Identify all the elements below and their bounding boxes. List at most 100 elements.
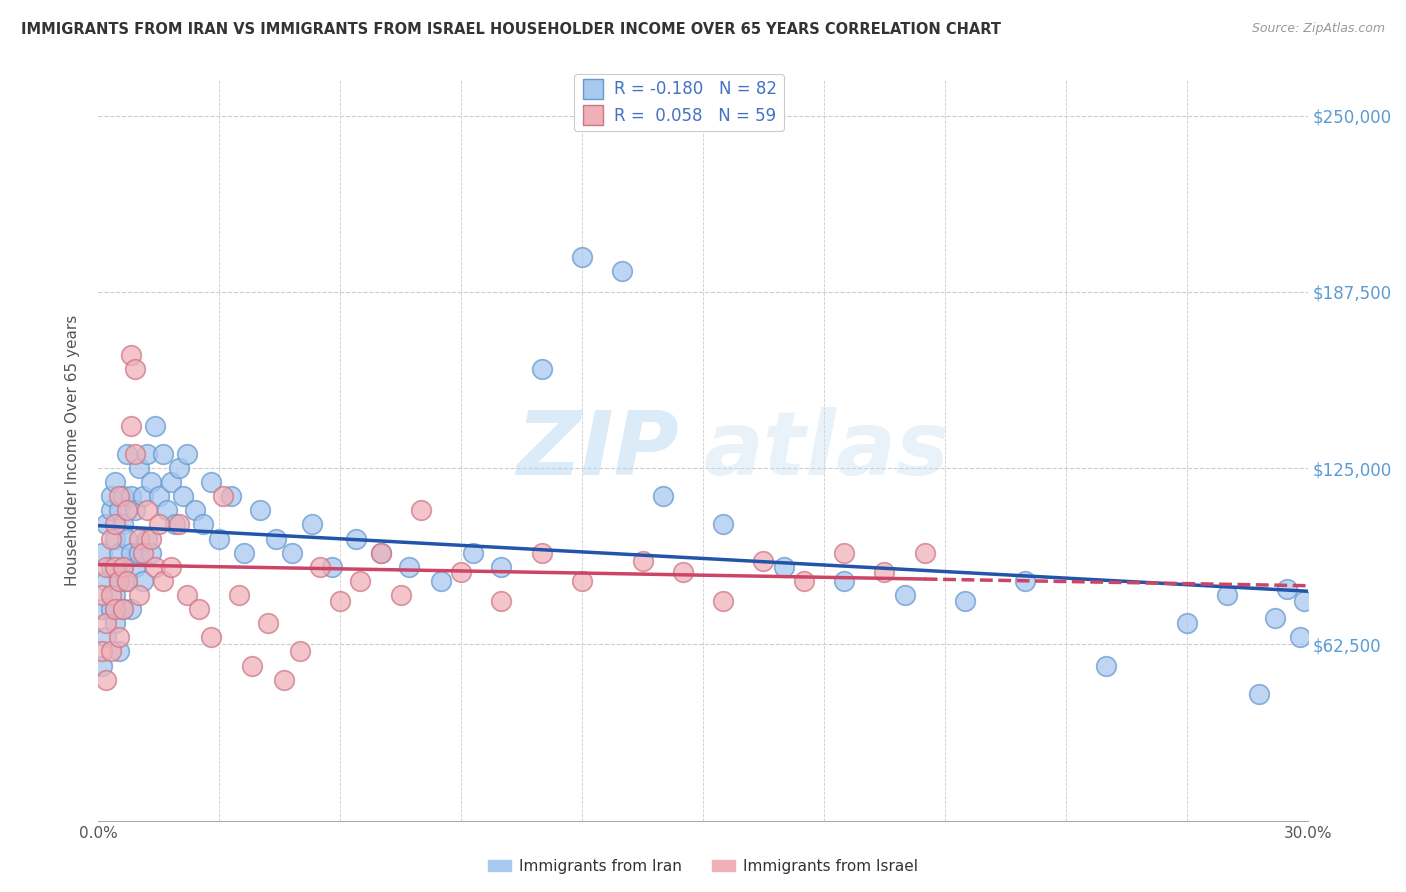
Point xyxy=(398,559,420,574)
Point xyxy=(107,630,129,644)
Point xyxy=(873,566,896,580)
Point xyxy=(135,532,157,546)
Point xyxy=(128,461,150,475)
Point xyxy=(264,532,287,546)
Point xyxy=(491,593,513,607)
Point xyxy=(450,566,472,580)
Point xyxy=(240,658,263,673)
Point xyxy=(111,559,134,574)
Point xyxy=(256,616,278,631)
Point xyxy=(120,546,142,560)
Point xyxy=(143,559,166,574)
Point xyxy=(124,447,146,461)
Point xyxy=(228,588,250,602)
Point xyxy=(135,503,157,517)
Point xyxy=(111,489,134,503)
Point xyxy=(176,447,198,461)
Point xyxy=(156,503,179,517)
Point xyxy=(132,546,155,560)
Point xyxy=(91,602,114,616)
Point xyxy=(1095,658,1118,673)
Point xyxy=(672,566,695,580)
Point xyxy=(111,602,134,616)
Y-axis label: Householder Income Over 65 years: Householder Income Over 65 years xyxy=(65,315,80,586)
Point xyxy=(107,503,129,517)
Point xyxy=(344,532,367,546)
Point xyxy=(221,489,243,503)
Point xyxy=(530,546,553,560)
Point xyxy=(103,475,125,490)
Point xyxy=(120,418,142,433)
Point xyxy=(103,559,125,574)
Point xyxy=(132,574,155,588)
Point xyxy=(281,546,304,560)
Point xyxy=(148,489,170,503)
Point xyxy=(1175,616,1198,631)
Point xyxy=(148,517,170,532)
Point xyxy=(172,489,194,503)
Point xyxy=(1288,630,1310,644)
Point xyxy=(100,602,122,616)
Point xyxy=(124,503,146,517)
Point xyxy=(631,554,654,568)
Point xyxy=(96,517,118,532)
Point xyxy=(124,362,146,376)
Point xyxy=(100,503,122,517)
Legend: R = -0.180   N = 82, R =  0.058   N = 59: R = -0.180 N = 82, R = 0.058 N = 59 xyxy=(574,74,783,131)
Point xyxy=(188,602,211,616)
Point xyxy=(143,418,166,433)
Text: Source: ZipAtlas.com: Source: ZipAtlas.com xyxy=(1251,22,1385,36)
Point xyxy=(1264,610,1286,624)
Point xyxy=(128,532,150,546)
Point xyxy=(1292,593,1315,607)
Point xyxy=(832,546,855,560)
Text: ZIP: ZIP xyxy=(516,407,679,494)
Point xyxy=(772,559,794,574)
Point xyxy=(124,559,146,574)
Point xyxy=(96,630,118,644)
Point xyxy=(128,546,150,560)
Point xyxy=(107,574,129,588)
Point xyxy=(167,461,190,475)
Point xyxy=(176,588,198,602)
Point xyxy=(301,517,323,532)
Point xyxy=(914,546,936,560)
Point xyxy=(370,546,392,560)
Text: IMMIGRANTS FROM IRAN VS IMMIGRANTS FROM ISRAEL HOUSEHOLDER INCOME OVER 65 YEARS : IMMIGRANTS FROM IRAN VS IMMIGRANTS FROM … xyxy=(21,22,1001,37)
Point xyxy=(163,517,186,532)
Point xyxy=(651,489,673,503)
Point xyxy=(711,517,734,532)
Point xyxy=(107,644,129,658)
Point xyxy=(139,546,162,560)
Point xyxy=(612,263,634,277)
Point xyxy=(91,546,114,560)
Point xyxy=(1014,574,1036,588)
Point xyxy=(167,517,190,532)
Point xyxy=(571,574,593,588)
Point xyxy=(200,630,222,644)
Point xyxy=(1277,582,1299,597)
Point xyxy=(111,559,134,574)
Point xyxy=(953,593,976,607)
Point xyxy=(139,532,162,546)
Point xyxy=(103,616,125,631)
Point xyxy=(96,559,118,574)
Point xyxy=(200,475,222,490)
Point xyxy=(389,588,412,602)
Point xyxy=(1249,687,1271,701)
Point xyxy=(273,673,295,687)
Point xyxy=(893,588,915,602)
Point xyxy=(160,559,183,574)
Point xyxy=(107,546,129,560)
Point xyxy=(103,602,125,616)
Point xyxy=(793,574,815,588)
Point xyxy=(288,644,311,658)
Point xyxy=(135,447,157,461)
Point xyxy=(91,588,114,602)
Point xyxy=(100,489,122,503)
Point xyxy=(184,503,207,517)
Point xyxy=(107,489,129,503)
Point xyxy=(249,503,271,517)
Point xyxy=(132,489,155,503)
Text: atlas: atlas xyxy=(703,407,949,494)
